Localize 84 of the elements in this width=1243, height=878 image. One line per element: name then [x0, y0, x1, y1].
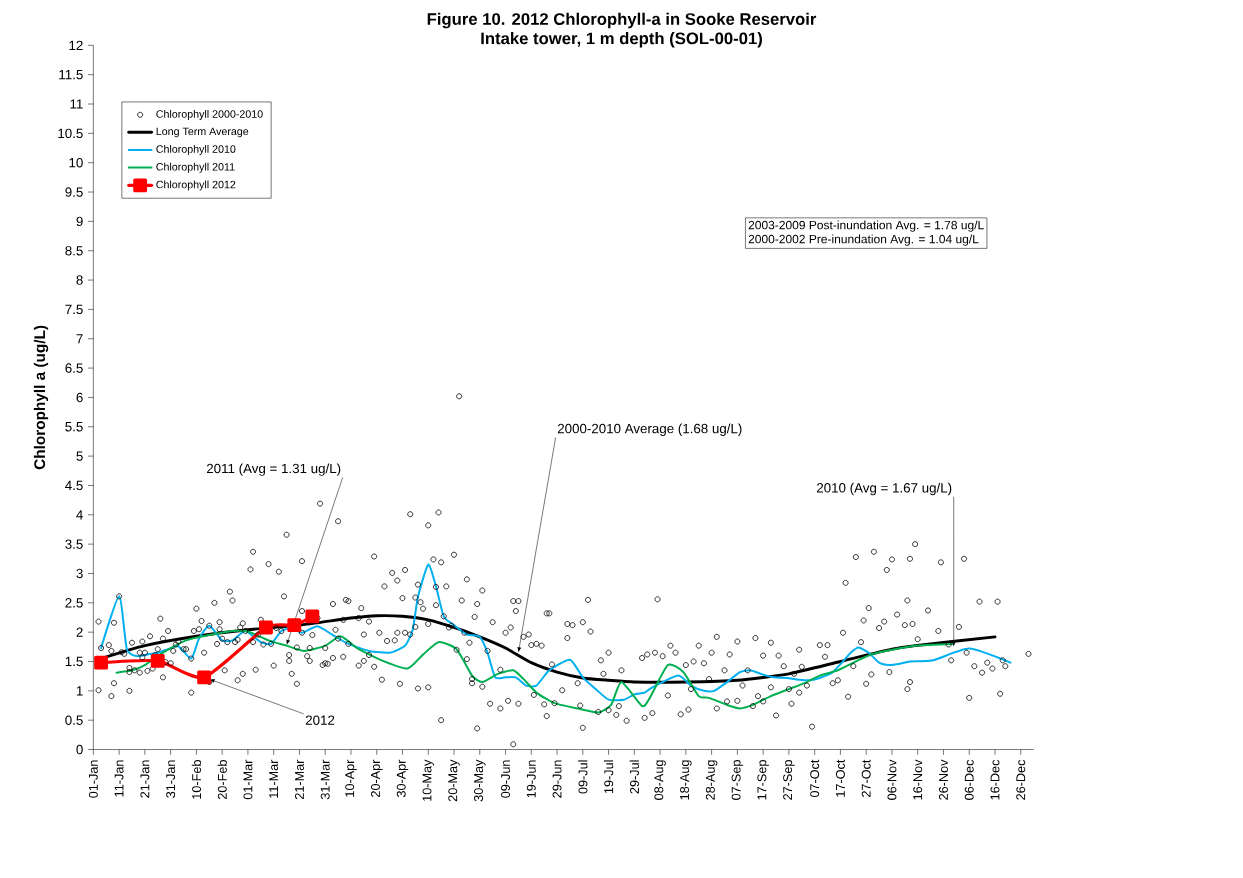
x-tick-label: 09-Jun — [501, 760, 511, 799]
x-tick-label: 31-Mar — [320, 760, 330, 800]
y-tick-label: 1 — [76, 686, 83, 696]
x-tick-label: 19-Jul — [603, 760, 614, 794]
x-tick-label: 27-Oct — [861, 759, 871, 798]
legend-label: Chlorophyll 2012 — [156, 180, 236, 191]
x-tick-label: 26-Nov — [938, 759, 948, 801]
x-tick-label: 17-Oct — [835, 759, 845, 797]
y-tick-label: 1.5 — [65, 657, 83, 667]
y-tick-label: 4.5 — [65, 481, 83, 491]
x-tick-label: 01-Jan — [88, 760, 98, 799]
annotation: 2010 (Avg = 1.67 ug/L) — [816, 482, 952, 496]
y-tick-label: 9.5 — [65, 187, 83, 197]
legend-label: Chlorophyll 2011 — [156, 162, 235, 173]
point — [259, 620, 273, 635]
x-tick-label: 18-Aug — [680, 760, 692, 800]
x-tick-label: 19-Jun — [526, 760, 536, 798]
x-tick-label: 06-Dec — [964, 760, 974, 801]
y-tick-label: 2 — [76, 627, 83, 638]
x-tick-label: 07-Oct — [810, 759, 820, 798]
x-tick-label: 10-May — [422, 759, 434, 802]
x-tick-label: 01-Mar — [243, 760, 253, 800]
x-tick-label: 26-Dec — [1016, 760, 1026, 801]
y-tick-label: 11 — [70, 99, 83, 109]
y-tick-label: 2.5 — [65, 598, 83, 608]
x-tick-label: 28-Aug — [705, 760, 718, 801]
line-series — [100, 563, 1012, 702]
x-tick-label: 06-Nov — [887, 759, 897, 801]
point — [305, 609, 320, 624]
x-tick-label: 30-Apr — [396, 760, 409, 798]
x-tick-label: 30-May — [474, 759, 486, 802]
x-tick-label: 07-Sep — [731, 760, 744, 801]
y-axis-title: Chlorophyll a (ug/L) — [33, 325, 49, 470]
y-tick-label: 8.5 — [65, 246, 83, 256]
x-tick-label: 08-Aug — [654, 760, 666, 801]
y-tick-label: 4 — [76, 510, 83, 520]
annotation: 2000-2010 Average (1.68 ug/L) — [557, 423, 742, 437]
y-tick-label: 10 — [69, 158, 83, 168]
y-tick-label: 7.5 — [65, 304, 83, 315]
x-tick-label: 11-Jan — [114, 760, 124, 797]
x-tick-label: 21-Mar — [294, 760, 304, 800]
x-tick-label: 16-Nov — [913, 759, 923, 800]
y-tick-label: 0.5 — [65, 715, 83, 726]
x-tick-label: 20-Feb — [217, 760, 227, 800]
x-tick-label: 11-Mar — [269, 760, 279, 799]
x-tick-label: 31-Jan — [166, 760, 176, 799]
point — [197, 670, 212, 685]
x-tick-label: 16-Dec — [990, 760, 1000, 800]
y-tick-label: 5 — [76, 451, 83, 461]
x-tick-label: 29-Jun — [552, 760, 562, 798]
x-tick-label: 09-Jul — [578, 760, 588, 794]
y-tick-label: 9 — [76, 216, 83, 227]
x-tick-label: 27-Sep — [783, 760, 795, 801]
point — [287, 618, 302, 633]
y-tick-label: 3.5 — [65, 539, 83, 550]
x-tick-label: 21-Jan — [140, 760, 150, 798]
y-tick-label: 5.5 — [65, 422, 83, 432]
chart-title: Figure 10. 2012 Chlorophyll-a in Sooke Reservoir — [427, 12, 817, 29]
x-tick-label: 20-May — [448, 759, 460, 802]
y-tick-label: 7 — [76, 334, 83, 344]
x-tick-label: 10-Feb — [191, 760, 202, 799]
y-tick-label: 10.5 — [58, 128, 83, 139]
annotation: 2011 (Avg = 1.31 ug/L) — [206, 463, 341, 477]
chart-subtitle: Intake tower, 1 m depth (SOL-00-01) — [481, 32, 762, 48]
point — [94, 655, 109, 670]
x-tick-label: 29-Jul — [629, 760, 639, 794]
y-tick-label: 8 — [76, 275, 83, 285]
annotation: 2000-2002 Pre-inundation Avg. = 1.04 ug/L — [748, 234, 979, 246]
y-tick-label: 11.5 — [59, 70, 83, 80]
line-series — [115, 630, 956, 714]
legend-label: Long Term Average — [156, 127, 249, 138]
x-tick-label: 20-Apr — [370, 760, 383, 798]
annotation: 2003-2009 Post-inundation Avg. = 1.78 ug/L — [748, 220, 984, 232]
y-tick-label: 3 — [76, 568, 83, 579]
y-tick-label: 6.5 — [65, 363, 83, 374]
legend-label: Chlorophyll 2000-2010 — [156, 110, 263, 121]
legend-label: Chlorophyll 2010 — [156, 145, 236, 156]
x-tick-label: 17-Sep — [757, 760, 769, 800]
annotation: 2012 — [305, 715, 335, 726]
x-tick-label: 10-Apr — [345, 760, 357, 797]
y-tick-label: 0 — [76, 745, 83, 755]
y-tick-label: 6 — [76, 392, 83, 403]
point — [150, 654, 165, 669]
y-tick-label: 12 — [69, 40, 83, 51]
